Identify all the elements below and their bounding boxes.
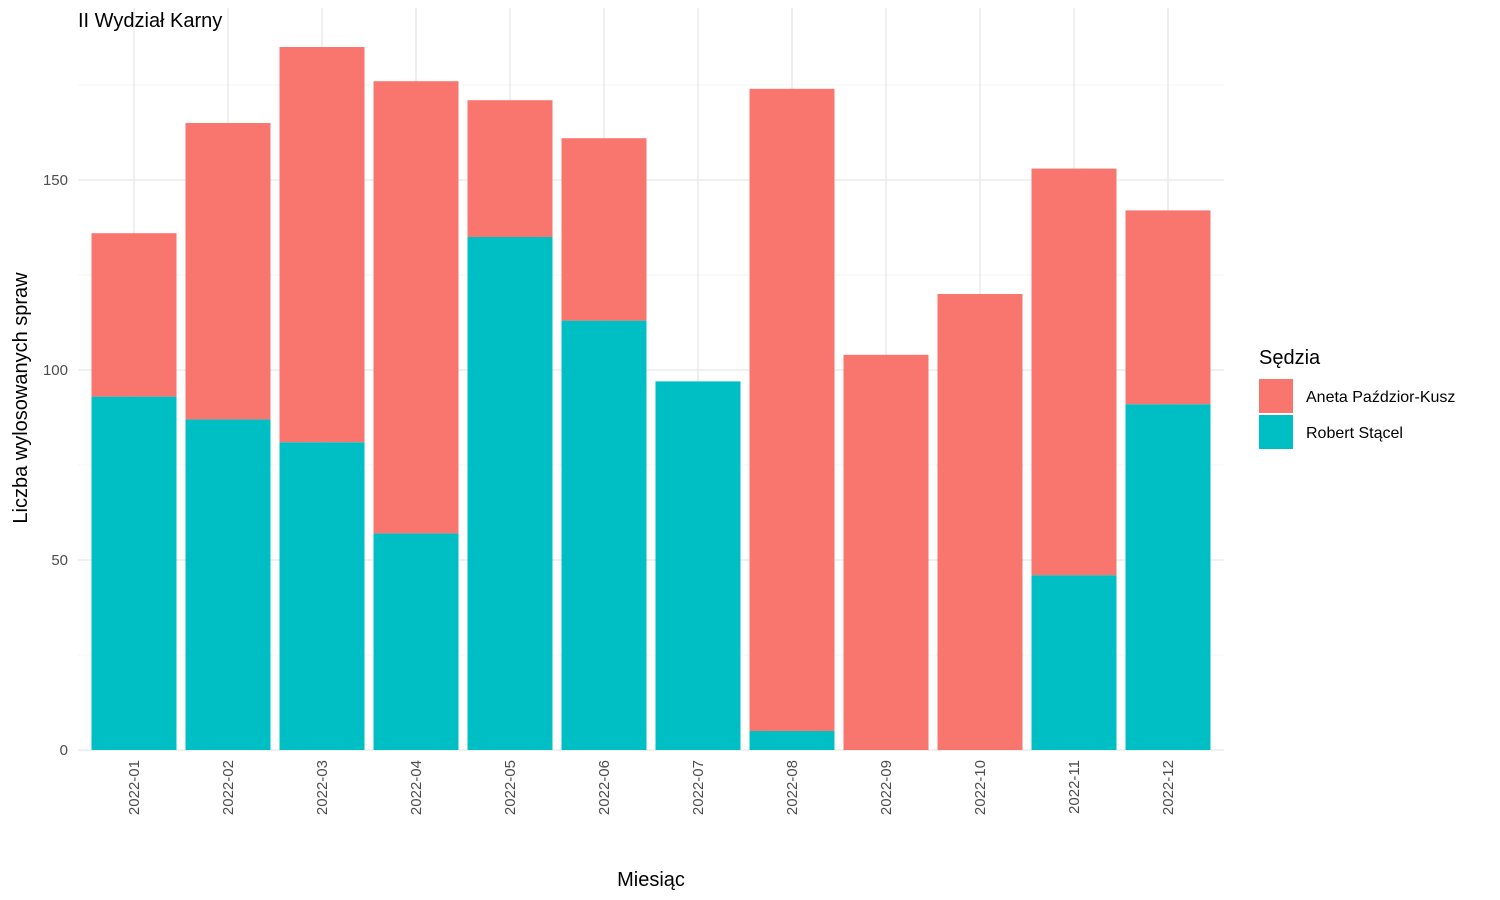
x-tick-label: 2022-11	[1066, 760, 1083, 814]
bar-2022-08-robert-stacel	[749, 731, 835, 750]
legend: Sędzia Aneta Paździor-Kusz Robert Stącel	[1259, 347, 1455, 449]
x-tick-label: 2022-03	[314, 760, 331, 815]
bar-2022-11-robert-stacel	[1031, 575, 1117, 750]
bar-2022-05-robert-stacel	[467, 237, 553, 750]
bars	[91, 47, 1211, 750]
legend-swatch-aneta-pazdzior-kusz	[1259, 379, 1293, 413]
bar-2022-06-robert-stacel	[561, 320, 647, 750]
x-tick-label: 2022-12	[1160, 760, 1177, 815]
bar-2022-12-robert-stacel	[1125, 404, 1211, 750]
bar-2022-05-aneta-pazdzior-kusz	[467, 100, 553, 237]
bar-2022-11-aneta-pazdzior-kusz	[1031, 168, 1117, 576]
y-tick-label: 100	[43, 362, 68, 379]
x-tick-label: 2022-06	[596, 760, 613, 815]
x-tick-label: 2022-02	[220, 760, 237, 815]
bar-2022-01-robert-stacel	[91, 396, 177, 750]
x-tick-label: 2022-04	[408, 760, 425, 815]
legend-label-robert-stacel: Robert Stącel	[1306, 425, 1403, 442]
bar-2022-02-robert-stacel	[185, 419, 271, 750]
bar-2022-06-aneta-pazdzior-kusz	[561, 138, 647, 321]
legend-label-aneta-pazdzior-kusz: Aneta Paździor-Kusz	[1306, 389, 1455, 406]
y-tick-label: 0	[60, 742, 68, 759]
y-tick-label: 50	[51, 552, 68, 569]
x-tick-label: 2022-01	[126, 760, 143, 815]
bar-2022-07-robert-stacel	[655, 381, 741, 750]
legend-swatch-robert-stacel	[1259, 415, 1293, 449]
bar-2022-04-aneta-pazdzior-kusz	[373, 81, 459, 534]
x-axis: 2022-01 2022-02 2022-03 2022-04 2022-05 2022-…	[126, 760, 1177, 815]
bar-2022-04-robert-stacel	[373, 533, 459, 750]
bar-2022-03-aneta-pazdzior-kusz	[279, 47, 365, 443]
bar-2022-03-robert-stacel	[279, 442, 365, 750]
bar-2022-09-aneta-pazdzior-kusz	[843, 354, 929, 750]
bar-2022-12-aneta-pazdzior-kusz	[1125, 210, 1211, 405]
bar-2022-10-aneta-pazdzior-kusz	[937, 294, 1023, 750]
bar-2022-01-aneta-pazdzior-kusz	[91, 233, 177, 397]
y-axis: 0 50 100 150	[43, 172, 68, 759]
x-tick-label: 2022-09	[878, 760, 895, 815]
x-tick-label: 2022-07	[690, 760, 707, 815]
y-tick-label: 150	[43, 172, 68, 189]
x-tick-label: 2022-05	[502, 760, 519, 815]
bar-2022-02-aneta-pazdzior-kusz	[185, 123, 271, 420]
legend-title: Sędzia	[1259, 347, 1321, 369]
chart-title: II Wydział Karny	[78, 10, 222, 32]
y-axis-title: Liczba wylosowanych spraw	[10, 272, 32, 524]
bar-2022-08-aneta-pazdzior-kusz	[749, 88, 835, 732]
x-tick-label: 2022-10	[972, 760, 989, 815]
x-axis-title: Miesiąc	[617, 869, 685, 891]
x-tick-label: 2022-08	[784, 760, 801, 815]
